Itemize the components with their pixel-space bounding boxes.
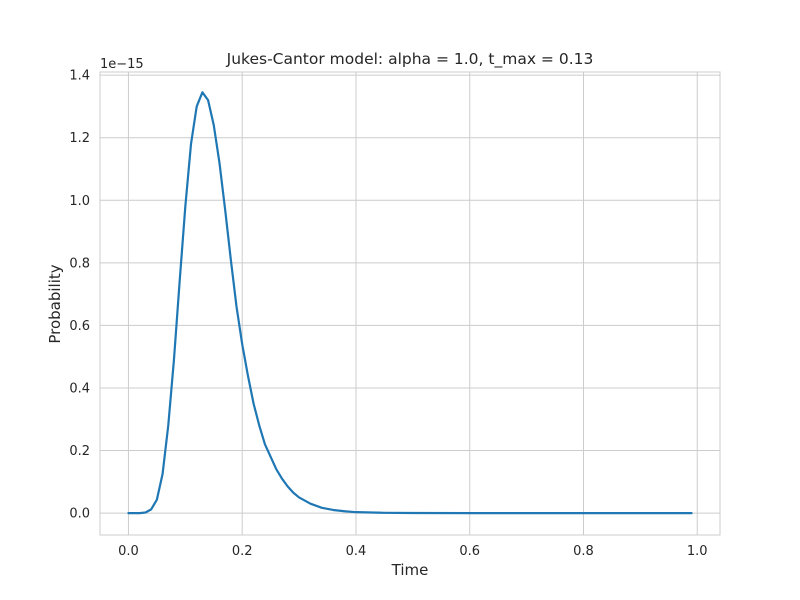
y-tick-label: 0.6 xyxy=(69,319,90,334)
y-tick-label: 0.4 xyxy=(69,381,90,396)
y-tick-label: 0.8 xyxy=(69,256,90,271)
x-tick-label: 0.0 xyxy=(118,544,139,559)
x-tick-label: 0.6 xyxy=(459,544,480,559)
grid-y xyxy=(100,74,720,514)
y-axis-label: Probability xyxy=(46,264,64,343)
x-tick-label: 0.2 xyxy=(232,544,253,559)
x-tick-label: 0.8 xyxy=(573,544,594,559)
series-line xyxy=(127,91,693,515)
y-tick-labels: 0.0 0.2 0.4 0.6 0.8 1.0 1.2 1.4 xyxy=(69,69,90,522)
y-tick-label: 0.2 xyxy=(69,444,90,459)
y-tick-label: 1.4 xyxy=(69,69,90,84)
y-offset-label: 1e−15 xyxy=(100,57,144,72)
x-tick-label: 0.4 xyxy=(346,544,367,559)
x-tick-label: 1.0 xyxy=(687,544,708,559)
y-tick-label: 0.0 xyxy=(69,507,90,522)
plot-area xyxy=(99,71,721,536)
y-tick-label: 1.2 xyxy=(69,131,90,146)
x-tick-labels: 0.0 0.2 0.4 0.6 0.8 1.0 xyxy=(118,544,707,559)
y-tick-label: 1.0 xyxy=(69,194,90,209)
grid-x xyxy=(127,72,698,535)
x-axis-label: Time xyxy=(391,561,429,579)
chart-title: Jukes-Cantor model: alpha = 1.0, t_max =… xyxy=(226,50,594,69)
